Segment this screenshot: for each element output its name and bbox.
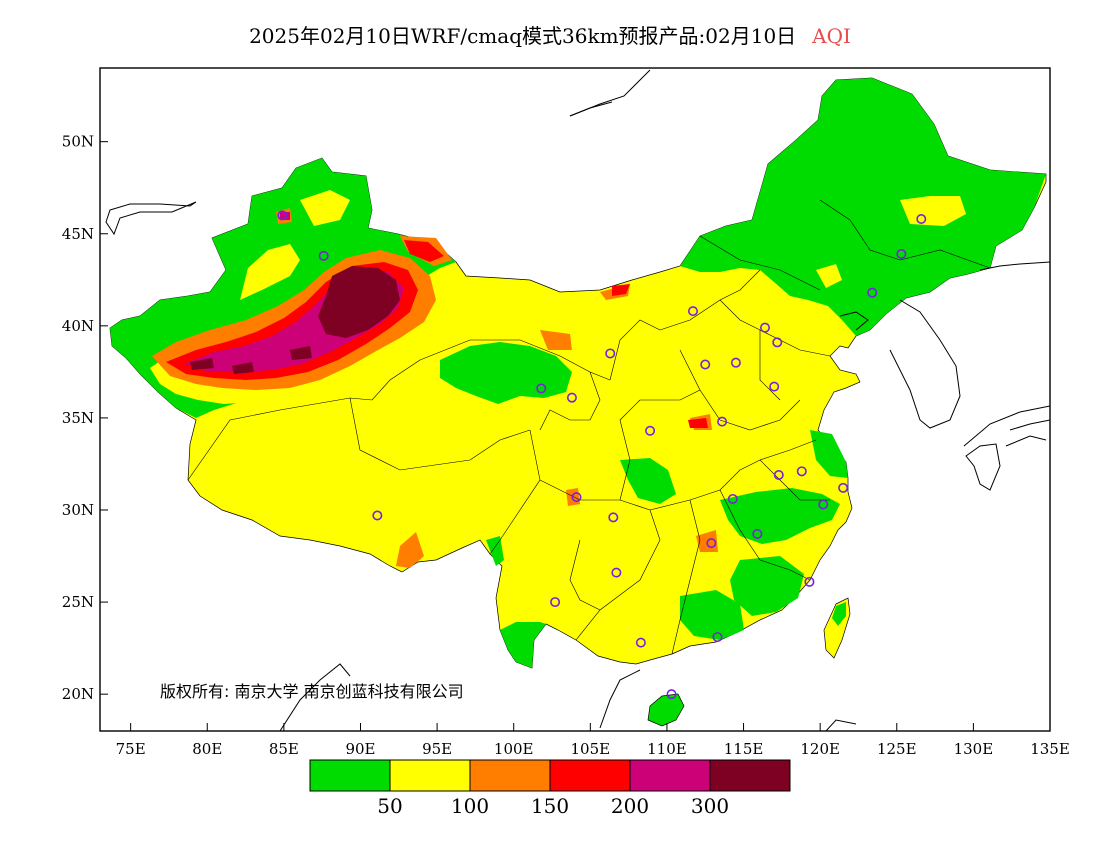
legend-swatch [549,759,631,792]
map-title: 2025年02月10日WRF/cmaq模式36km预报产品:02月10日 AQI [0,20,1100,49]
station-marker [773,470,784,481]
legend-swatch [709,759,791,792]
station-marker [706,538,717,549]
station-marker [804,576,815,587]
station-marker [727,493,738,504]
lon-tick-label: 75E [116,740,146,758]
aqi-hazardous-regions [190,266,400,374]
station-marker [536,383,547,394]
legend-threshold-label: 200 [611,794,649,818]
station-marker [769,381,780,392]
station-marker [687,306,698,317]
lat-tick-label: 45N [62,225,94,243]
station-marker [611,567,622,578]
legend-swatch [469,759,551,792]
lon-tick-label: 80E [192,740,222,758]
station-marker [372,510,383,521]
legend-threshold-label: 100 [451,794,489,818]
station-marker [571,492,582,503]
lat-tick-label: 40N [62,317,94,335]
station-marker [277,210,288,221]
map-area: 版权所有: 南京大学 南京创蓝科技有限公司 [100,68,1050,731]
lon-tick-label: 100E [494,740,534,758]
legend-threshold-label: 150 [531,794,569,818]
lon-tick-label: 85E [269,740,299,758]
station-marker [752,528,763,539]
legend-threshold-label: 300 [691,794,729,818]
lon-tick-label: 120E [800,740,840,758]
title-variable: AQI [812,24,851,48]
lon-tick-label: 135E [1030,740,1070,758]
province-boundaries [187,199,991,655]
aqi-color-legend: 50 100 150 200 300 [309,759,791,818]
lon-tick-label: 130E [954,740,994,758]
monitoring-stations [277,210,927,700]
station-marker [896,249,907,260]
lat-tick-label: 25N [62,593,94,611]
station-marker [916,214,927,225]
legend-swatch [309,759,391,792]
legend-threshold-label: 50 [377,794,402,818]
coastlines [105,69,1050,731]
station-marker [635,637,646,648]
lon-tick-label: 110E [647,740,687,758]
lat-tick-label: 50N [62,133,94,151]
station-marker [666,689,677,700]
title-main: 2025年02月10日WRF/cmaq模式36km预报产品:02月10日 [249,24,797,48]
plot-frame [99,67,1051,732]
lon-tick-label: 95E [422,740,452,758]
lon-tick-label: 125E [877,740,917,758]
station-marker [605,348,616,359]
lon-tick-label: 115E [724,740,764,758]
station-marker [796,466,807,477]
legend-swatch [389,759,471,792]
lon-tick-label: 105E [571,740,611,758]
hainan-island [647,693,685,727]
station-marker [772,337,783,348]
copyright-text: 版权所有: 南京大学 南京创蓝科技有限公司 [160,682,464,701]
station-marker [838,482,849,493]
station-marker [730,357,741,368]
legend-swatch [629,759,711,792]
lat-tick-label: 30N [62,501,94,519]
station-marker [712,632,723,643]
longitude-axis: 75E 80E 85E 90E 95E 100E 105E 110E 115E 120E 125E 1… [116,723,1070,758]
station-marker [550,597,561,608]
station-marker [645,425,656,436]
latitude-axis: 20N 25N 30N 35N 40N 45N 50N [62,133,108,703]
lat-tick-label: 20N [62,685,94,703]
station-marker [608,512,619,523]
station-marker [717,416,728,427]
station-marker [318,250,329,261]
station-marker [759,322,770,333]
station-marker [700,359,711,370]
station-marker [566,392,577,403]
station-marker [818,499,829,510]
lon-tick-label: 90E [345,740,375,758]
station-marker [867,287,878,298]
lat-tick-label: 35N [62,409,94,427]
